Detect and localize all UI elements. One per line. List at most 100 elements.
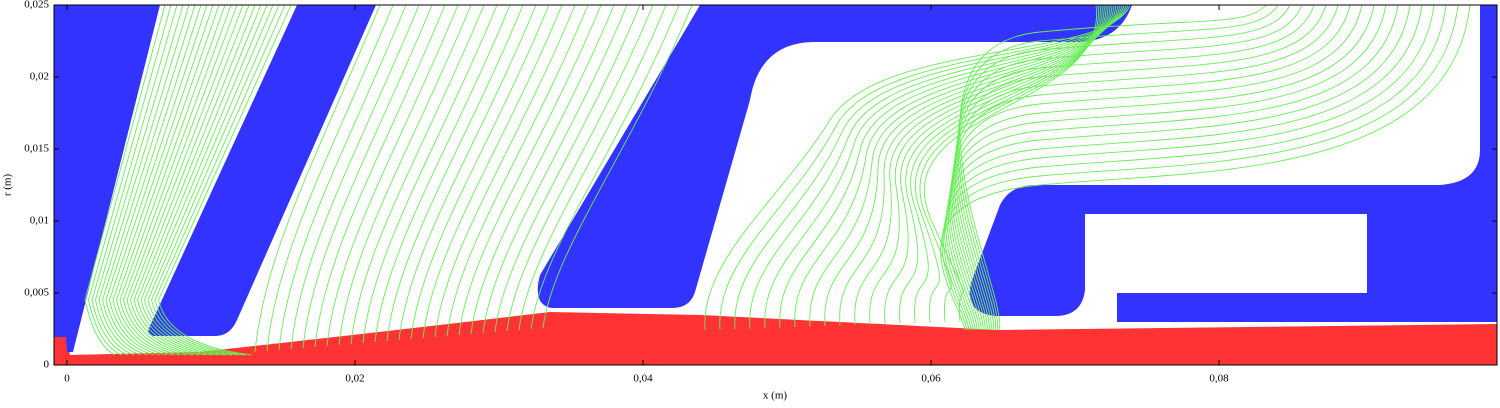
equipotential (946, 4, 1411, 331)
equipotential (854, 4, 1111, 326)
x-tick-label: 0,08 (1209, 373, 1229, 385)
y-tick-label: 0,02 (30, 71, 49, 83)
y-tick-label: 0,015 (24, 143, 49, 155)
y-tick-label: 0 (44, 359, 50, 371)
equipotential (794, 4, 1119, 328)
equipotential (266, 4, 394, 352)
equipotential (91, 4, 178, 356)
equipotential (105, 4, 202, 356)
x-tick-label: 0,02 (345, 373, 364, 385)
equipotential (482, 4, 628, 334)
equipotential (123, 4, 232, 356)
electrode (969, 5, 1497, 322)
equipotential (458, 4, 602, 336)
equipotential (919, 4, 1099, 323)
equipotential (884, 4, 1107, 325)
equipotential (957, 4, 1291, 331)
equipotential (147, 4, 274, 356)
x-axis-label: x (m) (763, 390, 787, 402)
equipotential (869, 4, 1109, 325)
equipotential (824, 4, 1115, 327)
equipotential (446, 4, 589, 337)
equipotential (955, 4, 1315, 331)
equipotentials (84, 4, 1471, 356)
plot-frame (53, 4, 1498, 366)
equipotential (130, 4, 244, 356)
electrode (537, 5, 1132, 308)
equipotential (434, 4, 576, 338)
equipotential (374, 4, 511, 343)
electrode (54, 5, 160, 352)
equipotential (952, 4, 1351, 331)
equipotential (254, 4, 381, 353)
equipotential (914, 4, 1101, 323)
equipotential (764, 4, 1123, 329)
equipotential (278, 4, 407, 351)
y-tick-label: 0,025 (24, 0, 49, 11)
equipotential (734, 4, 1127, 330)
equipotential (945, 4, 1423, 331)
equipotential (950, 4, 1375, 331)
equipotential (137, 4, 256, 356)
equipotential (910, 4, 1103, 324)
equipotential (422, 4, 563, 339)
equipotential (362, 4, 498, 344)
equipotential (98, 4, 190, 356)
equipotential (941, 4, 1459, 331)
equipotential (948, 4, 1387, 331)
equipotential (326, 4, 459, 347)
equipotential (719, 4, 1129, 330)
equipotential (809, 4, 1117, 327)
equipotential (839, 4, 1113, 326)
equipotential (944, 4, 1435, 331)
equipotential (951, 4, 1363, 331)
equipotential (959, 4, 1267, 331)
equipotential (144, 4, 268, 356)
equipotential (518, 4, 667, 331)
equipotential (126, 4, 238, 356)
equipotential (494, 4, 641, 333)
equipotential (386, 4, 524, 342)
equipotential (470, 4, 615, 335)
equipotential (314, 4, 446, 348)
x-tick-label: 0,06 (921, 373, 941, 385)
equipotential (749, 4, 1125, 329)
equipotential (133, 4, 250, 356)
equipotential (116, 4, 220, 356)
equipotential (158, 4, 292, 356)
equipotential (958, 4, 1279, 331)
equipotential (956, 4, 1303, 331)
equipotential (84, 4, 166, 356)
equipotential (290, 4, 420, 350)
equipotential (923, 4, 1097, 322)
beam (54, 312, 1497, 365)
equipotential (95, 4, 184, 356)
equipotential (154, 4, 286, 356)
equipotential (302, 4, 433, 349)
equipotential (102, 4, 196, 356)
equipotential (398, 4, 537, 341)
equipotential (954, 4, 1327, 331)
equipotential (338, 4, 472, 346)
x-tick-label: 0 (64, 373, 70, 385)
equipotential (350, 4, 485, 345)
equipotential (506, 4, 654, 332)
y-tick-label: 0,005 (24, 287, 49, 299)
equipotential (942, 4, 1447, 331)
equipotential (88, 4, 172, 356)
equipotential (940, 4, 1471, 331)
plot-area (54, 4, 1497, 365)
equipotential (899, 4, 1105, 324)
electrode (148, 5, 376, 336)
y-tick-label: 0,01 (30, 215, 49, 227)
equipotential (410, 4, 550, 340)
equipotential (151, 4, 280, 356)
equipotential (109, 4, 208, 356)
axes: 0 0,02 0,04 0,06 0,08 0 0,005 0,01 0,015 0,02 0,02… (24, 0, 1497, 385)
equipotential (112, 4, 214, 356)
equipotential (947, 4, 1399, 331)
x-tick-label: 0,04 (633, 373, 653, 385)
equipotential (119, 4, 226, 356)
y-axis-label: r (m) (2, 174, 14, 197)
